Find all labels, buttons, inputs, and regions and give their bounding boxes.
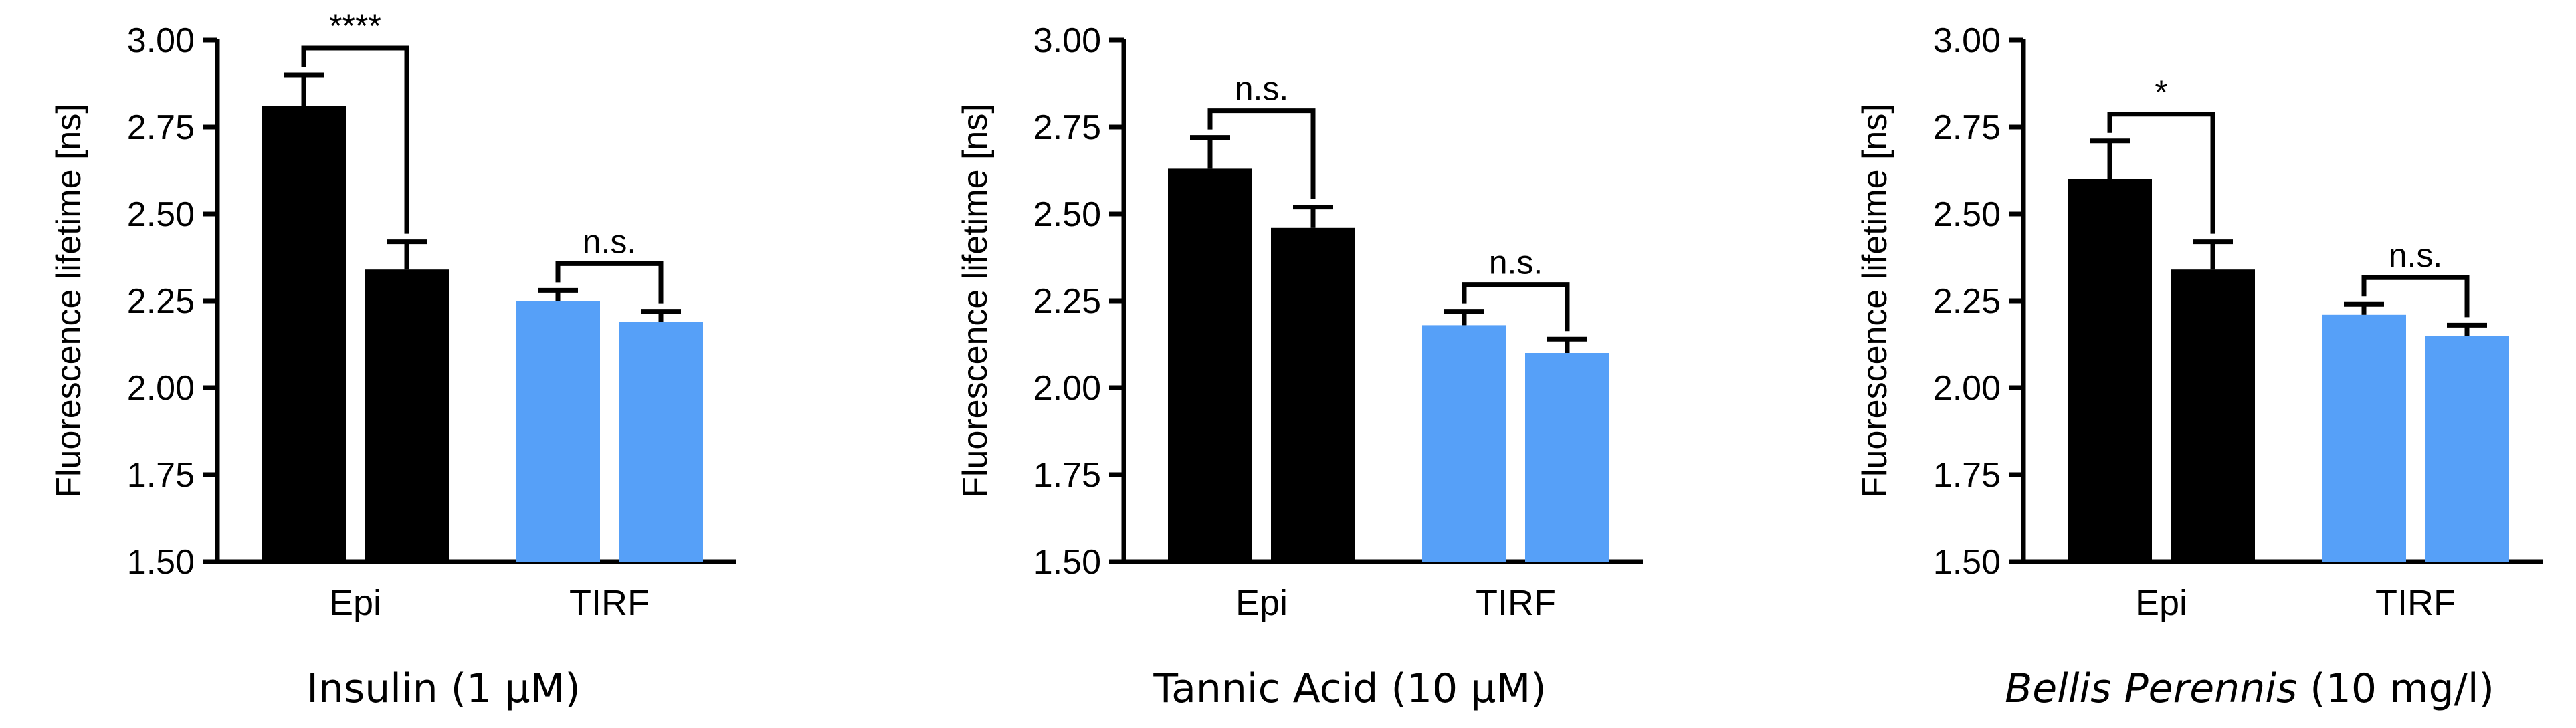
- y-tick-label: 1.50: [127, 543, 195, 582]
- bar-epi-1: [262, 106, 346, 562]
- y-tick-label: 2.75: [1933, 108, 2001, 147]
- y-tick-label: 3.00: [1033, 21, 1101, 60]
- y-axis-label: Fluorescence lifetime [ns]: [1856, 104, 1894, 498]
- bar-tirf-2: [2425, 336, 2509, 562]
- y-axis-label: Fluorescence lifetime [ns]: [956, 104, 995, 498]
- significance-label: n.s.: [1489, 244, 1543, 281]
- y-axis-label: Fluorescence lifetime [ns]: [49, 104, 88, 498]
- significance-label: n.s.: [1235, 70, 1289, 108]
- panel-caption: Tannic Acid (10 µM): [1153, 665, 1546, 712]
- bar-tirf-1: [516, 301, 600, 562]
- y-tick-label: 2.00: [1933, 369, 2001, 408]
- x-category-label: TIRF: [569, 583, 650, 623]
- significance-label: n.s.: [583, 223, 637, 260]
- significance-label: *: [2155, 74, 2167, 111]
- chart-panel-1: 1.50 1.75 2.00 2.25 2.50 2.75 3.00 Fluorescence…: [49, 7, 736, 712]
- panel-caption-main: Tannic Acid: [1153, 665, 1378, 712]
- chart-panel-3: 1.50 1.75 2.00 2.25 2.50 2.75 3.00 Fluorescence…: [1856, 21, 2543, 712]
- x-category-label: TIRF: [2375, 583, 2456, 623]
- bar-epi-1: [1168, 168, 1252, 562]
- y-tick-label: 2.50: [1933, 195, 2001, 234]
- panel-caption-suffix: (10 mg/l): [2297, 665, 2494, 712]
- x-category-label: Epi: [2135, 583, 2187, 623]
- y-tick-label: 1.50: [1933, 543, 2001, 582]
- y-tick-label: 2.25: [127, 282, 195, 321]
- panel-caption-main: Bellis Perennis: [2005, 665, 2297, 712]
- y-tick-label: 1.75: [1033, 456, 1101, 495]
- bar-epi-2: [1271, 227, 1355, 562]
- significance-bracket: [1462, 282, 1570, 332]
- panel-caption-suffix: (10 µM): [1378, 665, 1546, 712]
- y-tick-label: 3.00: [1933, 21, 2001, 60]
- bar-tirf-2: [619, 322, 703, 562]
- panel-caption: Insulin (1 µM): [306, 665, 580, 712]
- chart-panel-2: 1.50 1.75 2.00 2.25 2.50 2.75 3.00 Fluorescence…: [956, 21, 1643, 712]
- bar-epi-1: [2068, 179, 2152, 562]
- bar-epi-2: [2171, 269, 2255, 562]
- bar-tirf-1: [2322, 314, 2406, 562]
- y-tick-label: 2.00: [127, 369, 195, 408]
- y-tick-label: 2.50: [1033, 195, 1101, 234]
- y-tick-label: 3.00: [127, 21, 195, 60]
- panel-caption-main: Insulin: [306, 665, 437, 712]
- significance-bracket: [2107, 112, 2215, 234]
- panel-caption-suffix: (1 µM): [438, 665, 581, 712]
- bar-tirf-2: [1525, 353, 1609, 562]
- bar-epi-2: [365, 269, 449, 562]
- bar-tirf-1: [1422, 325, 1506, 562]
- y-tick-label: 2.00: [1033, 369, 1101, 408]
- y-tick-label: 2.75: [127, 108, 195, 147]
- significance-bracket: [555, 261, 664, 304]
- significance-bracket: [2361, 275, 2470, 318]
- significance-bracket: [301, 45, 409, 234]
- significance-label: n.s.: [2389, 237, 2443, 274]
- panel-caption: Bellis Perennis (10 mg/l): [2005, 665, 2494, 712]
- y-tick-label: 2.75: [1033, 108, 1101, 147]
- x-category-label: Epi: [329, 583, 381, 623]
- y-tick-label: 2.25: [1033, 282, 1101, 321]
- y-tick-label: 1.75: [127, 456, 195, 495]
- y-tick-label: 2.50: [127, 195, 195, 234]
- y-tick-label: 2.25: [1933, 282, 2001, 321]
- x-category-label: TIRF: [1476, 583, 1556, 623]
- significance-label: ****: [329, 7, 381, 45]
- x-category-label: Epi: [1235, 583, 1288, 623]
- y-tick-label: 1.50: [1033, 543, 1101, 582]
- significance-bracket: [1207, 108, 1316, 199]
- y-tick-label: 1.75: [1933, 456, 2001, 495]
